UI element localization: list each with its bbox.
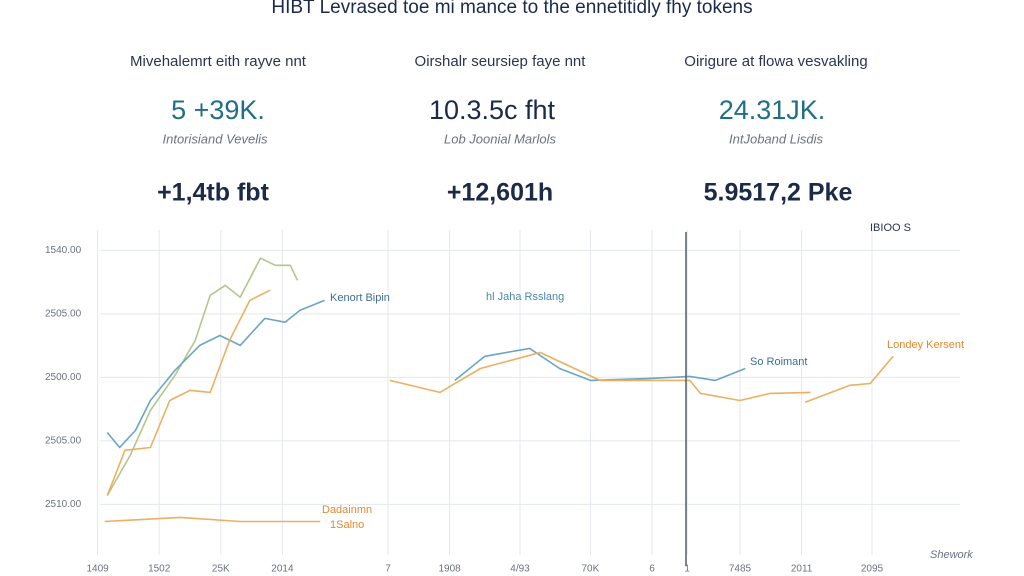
kpi-sublabel: IntJoband Lisdis (729, 131, 823, 146)
kpi-delta: 5.9517,2 Pke (704, 179, 853, 207)
x-tick-label: 4/93 (510, 564, 530, 575)
y-tick-label: 2505.00 (45, 308, 82, 319)
annotation: hl Jaha Rsslang (486, 291, 564, 303)
series-line (804, 355, 894, 404)
x-tick-label: 2014 (271, 564, 294, 575)
kpi-delta: +1,4tb fbt (157, 179, 269, 207)
kpi-label: Mivehalemrt eith rayve nnt (130, 53, 307, 70)
annotation: Kenort Bipin (330, 292, 390, 304)
line-chart: 1540.00 2505.00 2500.00 2505.00 2510.00 1409 1… (45, 222, 973, 575)
annotation: So Roimant (750, 356, 807, 368)
kpi-label: Oirshalr seursiep faye nnt (415, 53, 587, 70)
annotation: Londey Kersent (887, 339, 964, 351)
x-tick-label: 2095 (861, 564, 884, 575)
y-tick-label: 2505.00 (45, 436, 82, 447)
x-tick-label: 7 (385, 564, 391, 575)
y-tick-label: 1540.00 (45, 245, 82, 256)
kpi-2: Oirshalr seursiep faye nnt 10.3.5c fht L… (415, 53, 587, 207)
y-tick-label: 2500.00 (45, 372, 82, 383)
x-tick-label: 2011 (791, 564, 813, 575)
kpi-sublabel: Intorisiand Vevelis (162, 131, 268, 146)
x-tick-label: 70K (582, 564, 600, 575)
annotation: 1Salno (330, 519, 364, 531)
x-tick-label: 1908 (438, 564, 461, 575)
kpi-value: 10.3.5c fht (429, 95, 556, 125)
page-title: HIBT Levrased toe mi mance to the enneti… (271, 0, 752, 18)
kpi-1: Mivehalemrt eith rayve nnt 5 +39K. Intor… (130, 53, 307, 207)
x-tick-label: 7485 (729, 564, 752, 575)
series-line (106, 299, 325, 449)
kpi-value: 24.31JK. (719, 95, 826, 125)
x-tick-label: 1 (684, 564, 690, 575)
series-line (389, 351, 811, 402)
annotation: Dadainmn (322, 504, 372, 516)
kpi-3: Oirigure at flowa vesvakling 24.31JK. In… (684, 53, 867, 207)
x-tick-label: 1409 (86, 564, 109, 575)
annotation: IBIOO S (870, 222, 911, 234)
x-tick-label: 1502 (148, 564, 171, 575)
series-line (106, 289, 271, 496)
x-tick-label: 25K (212, 564, 230, 575)
kpi-sublabel: Lob Joonial Marlols (444, 131, 557, 146)
kpi-label: Oirigure at flowa vesvakling (684, 53, 867, 70)
annotation: Shework (930, 549, 973, 561)
series-line (454, 347, 746, 382)
series-line (104, 516, 321, 523)
kpi-delta: +12,601h (447, 179, 553, 207)
series-line (106, 257, 299, 496)
x-tick-label: 6 (649, 564, 655, 575)
y-tick-label: 2510.00 (45, 499, 82, 510)
kpi-value: 5 +39K. (171, 95, 265, 125)
